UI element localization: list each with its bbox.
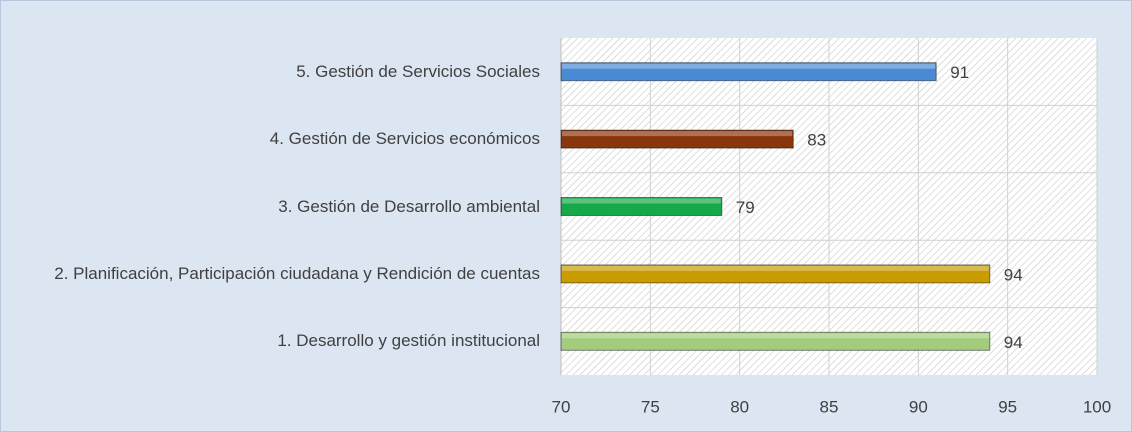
- category-text: 2. Planificación, Participación ciudadan…: [54, 263, 540, 283]
- bar-highlight: [562, 63, 936, 69]
- y-tick-label: 4. Gestión de Servicios económicos: [20, 128, 540, 150]
- x-tick-label: 80: [730, 397, 749, 416]
- bar-highlight: [562, 265, 989, 271]
- bar: [560, 264, 991, 284]
- category-text: 1. Desarrollo y gestión institucional: [277, 331, 540, 351]
- x-tick-label: 70: [552, 397, 571, 416]
- data-label: 79: [736, 198, 755, 217]
- category-text: 4. Gestión de Servicios económicos: [269, 129, 540, 149]
- bar: [560, 129, 794, 149]
- category-text: 5. Gestión de Servicios Sociales: [296, 61, 540, 81]
- data-label: 94: [1004, 265, 1023, 284]
- x-tick-label: 95: [998, 397, 1017, 416]
- x-tick-label: 100: [1083, 397, 1111, 416]
- x-tick-label: 85: [820, 397, 839, 416]
- bar: [560, 62, 937, 82]
- bar-highlight: [562, 198, 721, 204]
- y-tick-label: 5. Gestión de Servicios Sociales: [20, 61, 540, 83]
- bar: [560, 197, 723, 216]
- y-tick-label: 2. Planificación, Participación ciudadan…: [20, 263, 540, 285]
- data-label: 94: [1004, 333, 1023, 352]
- bar-highlight: [562, 333, 989, 339]
- bar-highlight: [562, 131, 793, 137]
- x-tick-label: 75: [641, 397, 660, 416]
- bar: [560, 331, 991, 351]
- y-tick-label: 3. Gestión de Desarrollo ambiental: [20, 196, 540, 218]
- x-tick-label: 90: [909, 397, 928, 416]
- data-label: 91: [950, 63, 969, 82]
- category-text: 3. Gestión de Desarrollo ambiental: [278, 196, 540, 216]
- y-tick-label: 1. Desarrollo y gestión institucional: [20, 330, 540, 352]
- data-label: 83: [807, 131, 826, 150]
